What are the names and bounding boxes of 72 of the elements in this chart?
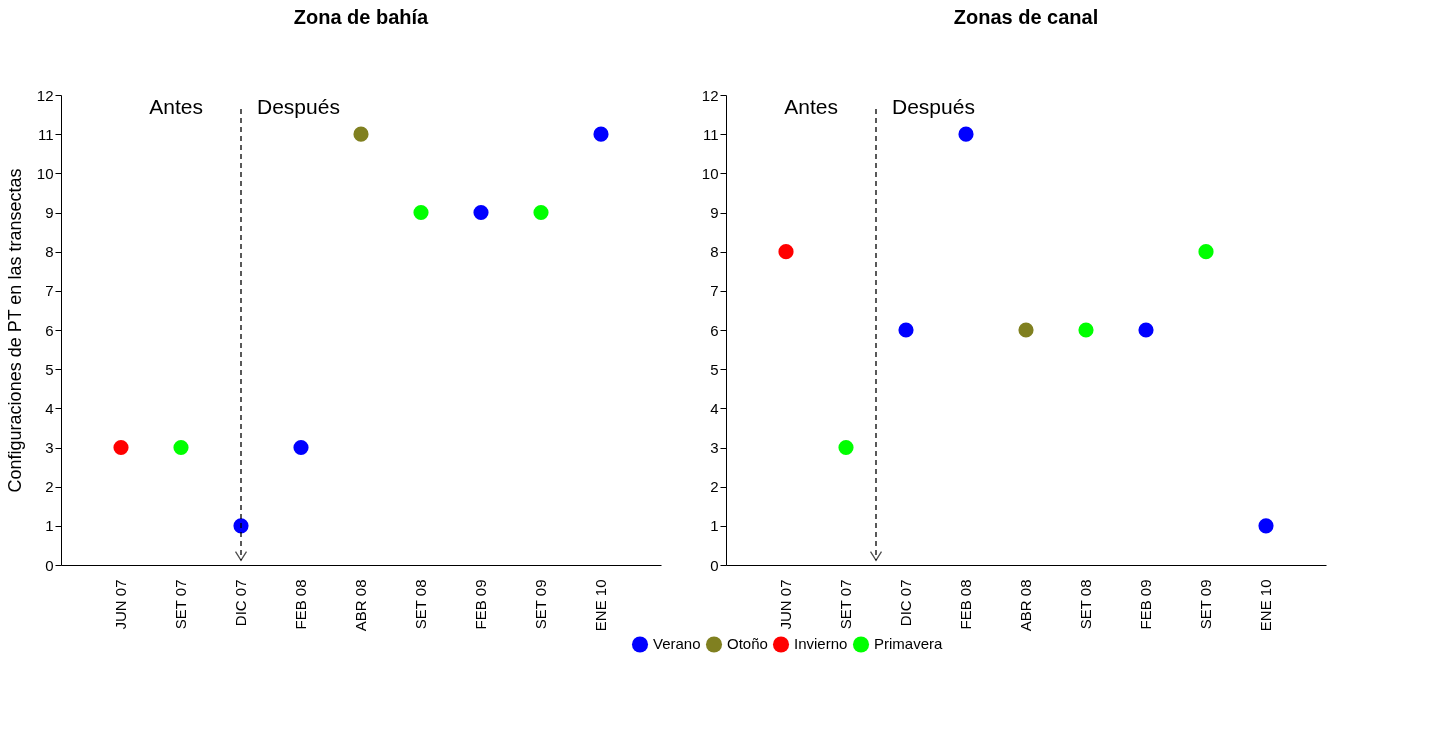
y-tick-label: 1 <box>45 517 54 535</box>
chart-title: Zonas de canal <box>953 6 1099 28</box>
y-tick-label: 10 <box>701 164 719 182</box>
y-tick-label: 0 <box>45 556 54 574</box>
x-tick-label: FEB 08 <box>957 579 974 630</box>
y-tick-label: 6 <box>710 321 719 339</box>
x-tick-label: SET 07 <box>172 579 189 630</box>
point <box>1078 322 1094 338</box>
x-tick-label: DIC 07 <box>232 579 249 627</box>
x-tick-label: ABR 08 <box>352 579 369 632</box>
y-tick-label: 6 <box>45 321 54 339</box>
point <box>958 126 974 142</box>
point <box>353 126 369 142</box>
y-tick-label: 10 <box>36 164 54 182</box>
y-tick-label: 7 <box>45 282 54 300</box>
y-tick-label: 9 <box>45 204 54 221</box>
legend-label: Verano <box>653 635 701 653</box>
x-tick-label: ENE 10 <box>592 579 609 632</box>
y-tick-label: 4 <box>45 399 54 417</box>
y-tick-label: 11 <box>702 125 719 143</box>
y-tick-label: 0 <box>710 556 719 574</box>
point <box>898 322 914 338</box>
annotation: Antes <box>784 95 838 118</box>
annotation: Después <box>257 95 340 118</box>
y-tick-label: 12 <box>36 86 54 104</box>
point <box>1138 322 1154 338</box>
point <box>473 204 489 221</box>
x-tick-label: SET 07 <box>837 579 854 630</box>
x-tick-label: DIC 07 <box>897 579 914 627</box>
y-tick-label: 7 <box>710 282 719 300</box>
y-tick-label: 5 <box>45 360 54 378</box>
point <box>778 244 794 260</box>
point <box>413 204 429 221</box>
legend-label: Primavera <box>874 635 944 653</box>
x-tick-label: FEB 09 <box>472 579 489 630</box>
x-tick-label: ABR 08 <box>1017 579 1034 632</box>
y-tick-label: 8 <box>710 243 719 261</box>
x-tick-label: FEB 08 <box>292 579 309 630</box>
y-tick-label: 4 <box>710 399 719 417</box>
x-tick-label: FEB 09 <box>1137 579 1154 630</box>
y-tick-label: 5 <box>710 360 719 378</box>
x-tick-label: ENE 10 <box>1257 579 1274 632</box>
x-tick-label: JUN 07 <box>777 579 794 630</box>
x-tick-label: SET 09 <box>532 579 549 630</box>
x-tick-label: SET 08 <box>412 579 429 630</box>
point <box>113 439 129 456</box>
legend-label: Invierno <box>794 635 848 653</box>
point <box>173 439 189 456</box>
x-tick-label: SET 09 <box>1197 579 1214 630</box>
point <box>593 126 609 142</box>
y-tick-label: 3 <box>45 439 54 456</box>
legend-label: Otoño <box>727 635 768 653</box>
y-tick-label: 2 <box>710 478 719 496</box>
point <box>1258 518 1274 534</box>
y-tick-label: 12 <box>701 86 719 104</box>
point <box>838 439 854 456</box>
x-tick-label: SET 08 <box>1077 579 1094 630</box>
annotation: Después <box>892 95 975 118</box>
annotation: Antes <box>149 95 203 118</box>
y-tick-label: 8 <box>45 243 54 261</box>
point <box>533 204 549 221</box>
y-tick-label: 1 <box>710 517 719 535</box>
y-tick-label: 9 <box>710 204 719 221</box>
y-tick-label: 2 <box>45 478 54 496</box>
y-tick-label: 11 <box>37 125 54 143</box>
point <box>1198 244 1214 260</box>
y-axis-title: Configuraciones de PT en las transectas <box>4 168 25 493</box>
point <box>293 439 309 456</box>
x-tick-label: JUN 07 <box>112 579 129 630</box>
point <box>1018 322 1034 338</box>
chart-title: Zona de bahía <box>293 6 430 28</box>
y-tick-label: 3 <box>710 439 719 456</box>
